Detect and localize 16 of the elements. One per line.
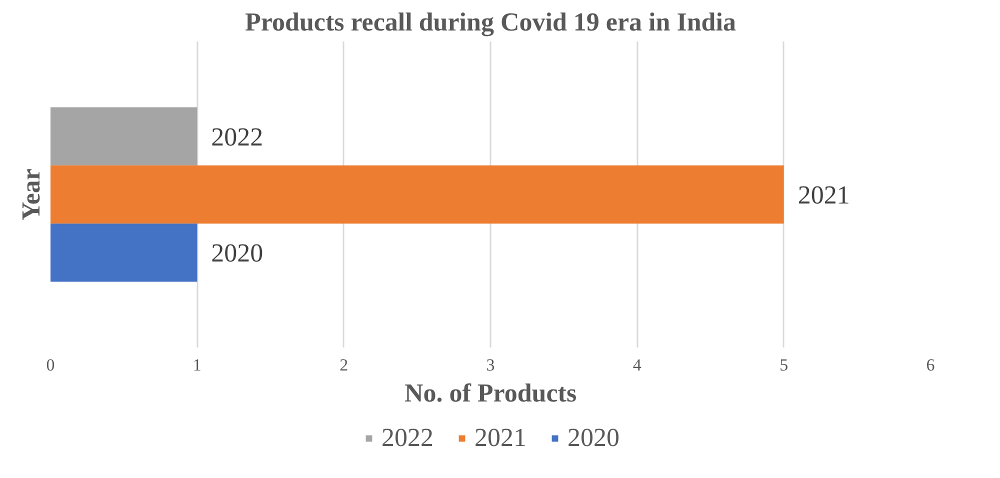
legend-label: 2021: [474, 422, 526, 452]
text: 2022: [211, 122, 264, 152]
chart-title: Products recall during Covid 19 era in India: [245, 8, 736, 36]
legend-label: 2022: [382, 422, 434, 452]
y-axis-title: Year: [16, 168, 46, 220]
x-tick-label: 1: [192, 356, 202, 374]
x-tick-label: 5: [780, 356, 788, 374]
x-tick-label: 2: [340, 356, 348, 374]
text: 2020: [211, 238, 264, 268]
x-tick-label: 6: [926, 356, 935, 374]
x-axis-title: No. of Products: [404, 378, 577, 408]
x-tick-label: 4: [632, 356, 642, 374]
x-tick-label: 3: [486, 356, 495, 374]
legend-label: 2020: [568, 422, 620, 452]
x-tick-label: 0: [46, 356, 55, 374]
text: 2021: [798, 180, 850, 210]
